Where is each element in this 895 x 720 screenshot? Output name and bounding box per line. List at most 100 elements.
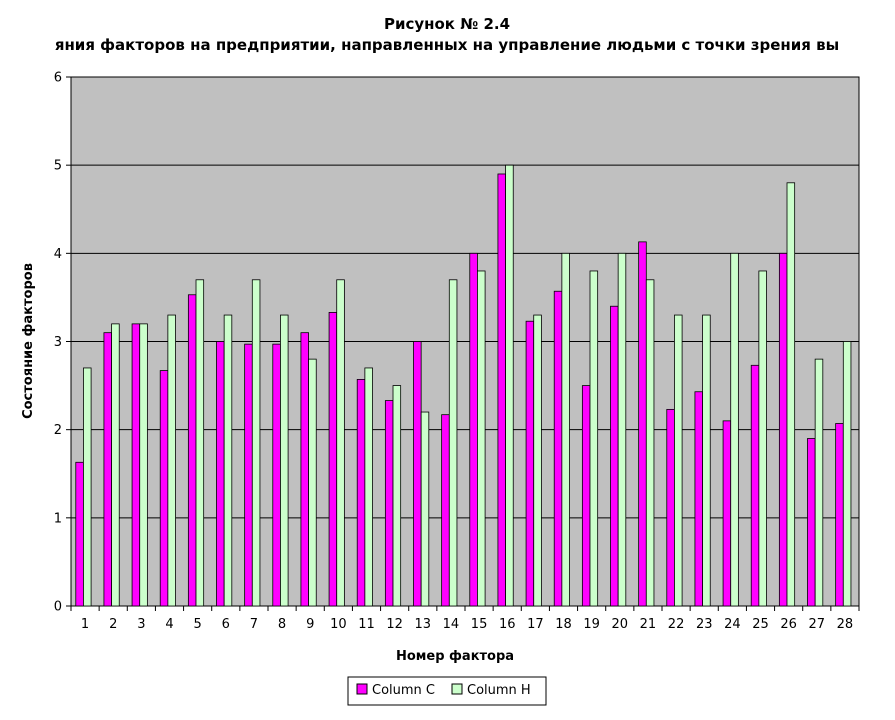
x-tick-label: 9 [306,617,314,632]
x-tick-label: 8 [278,617,286,632]
bar-column-c-3 [131,323,141,607]
x-tick-label: 28 [837,617,854,632]
bar-column-h-16 [505,164,514,607]
bar-column-c-23 [694,391,703,607]
x-tick-label: 3 [137,617,145,632]
bar-column-h-9 [308,358,317,607]
bar-column-h-26 [786,182,796,607]
chart-subtitle: яния факторов на предприятии, направленн… [55,36,839,54]
x-tick-label: 16 [499,617,516,632]
x-axis-title: Номер фактора [396,649,514,664]
bar-column-h-4 [167,314,176,607]
x-tick-label: 5 [194,617,202,632]
bar-column-c-10 [328,312,338,607]
bar-column-c-27 [807,438,816,607]
legend-box [347,676,547,706]
bar-column-c-11 [356,379,366,607]
x-tick-label: 21 [640,617,657,632]
bar-column-c-21 [638,241,647,607]
legend-swatch-column-h [451,683,463,695]
bar-column-h-5 [195,279,205,607]
bar-column-h-7 [251,279,261,607]
x-tick-label: 12 [386,617,403,632]
y-axis-ticks: 0 1 2 3 4 5 6 [54,71,71,615]
legend-swatch-column-c [356,683,368,695]
bar-column-h-28 [842,341,852,607]
bar-column-c-6 [216,341,225,607]
legend: Column C Column H [347,676,547,706]
bar-column-h-24 [730,252,739,607]
x-tick-label: 22 [668,617,685,632]
bar-column-c-26 [778,252,788,607]
x-tick-label: 11 [358,617,375,632]
x-tick-label: 24 [724,617,741,632]
bar-column-h-15 [477,270,486,607]
bar-column-c-28 [835,423,844,607]
bar-column-h-12 [392,385,402,607]
x-tick-label: 20 [612,617,629,632]
x-tick-label: 4 [165,617,173,632]
x-tick-label: 25 [752,617,769,632]
bar-column-h-21 [645,279,655,607]
x-tick-label: 6 [222,617,230,632]
bar-column-h-8 [280,314,289,607]
bar-column-c-9 [300,332,309,607]
bar-column-c-24 [722,420,732,607]
bar-column-c-25 [750,364,760,607]
x-tick-label: 14 [443,617,460,632]
x-tick-label: 23 [696,617,713,632]
x-tick-label: 10 [330,617,347,632]
y-tick-label: 1 [54,511,62,526]
bar-column-c-22 [666,408,675,607]
x-tick-label: 15 [471,617,488,632]
x-tick-label: 17 [527,617,544,632]
bar-column-h-22 [674,314,683,607]
bar-column-c-8 [272,343,281,607]
x-tick-label: 18 [555,617,572,632]
bar-column-h-23 [702,314,711,607]
chart-title: Рисунок № 2.4 [384,15,510,33]
x-tick-label: 19 [583,617,600,632]
bar-column-h-2 [111,323,120,607]
bar-column-h-27 [814,358,824,607]
y-tick-label: 3 [54,335,62,350]
y-tick-label: 5 [54,159,62,174]
bar-column-c-12 [384,400,394,607]
bar-column-h-18 [561,252,570,607]
bar-column-c-7 [244,343,253,607]
x-tick-label: 1 [81,617,89,632]
bar-column-c-18 [553,290,563,607]
bar-column-h-25 [758,270,767,607]
bar-column-c-14 [441,414,450,607]
bar-column-c-17 [525,320,535,607]
bar-column-h-6 [223,314,233,607]
bar-column-c-15 [469,252,478,607]
legend-label-column-c: Column C [372,683,435,698]
y-axis-title: Состояние факторов [21,263,36,419]
bar-column-h-14 [448,279,458,607]
bar-column-c-1 [75,461,84,607]
bar-column-c-19 [581,385,591,607]
bars [75,164,852,607]
x-tick-label: 27 [809,617,826,632]
bar-column-c-20 [610,305,619,607]
bar-column-c-16 [497,173,506,607]
bar-column-h-10 [336,279,345,607]
bar-column-c-5 [187,294,197,607]
legend-label-column-h: Column H [467,683,531,698]
bar-column-c-13 [413,341,422,607]
x-tick-label: 13 [415,617,432,632]
bar-column-h-11 [364,367,373,607]
bar-column-c-4 [159,370,169,607]
bar-column-h-19 [589,270,599,607]
y-tick-label: 0 [54,600,62,615]
bar-column-h-1 [83,367,92,607]
x-axis-ticks: 1 2 3 4 5 6 7 8 9 10 11 12 13 14 15 16 17 18 19 20 21 22 23 24 2… [70,606,860,632]
bar-column-h-3 [139,323,148,607]
bar-column-h-13 [420,411,430,607]
x-tick-label: 26 [780,617,797,632]
y-tick-label: 6 [54,71,62,86]
y-tick-label: 4 [54,247,62,262]
y-tick-label: 2 [54,423,62,438]
